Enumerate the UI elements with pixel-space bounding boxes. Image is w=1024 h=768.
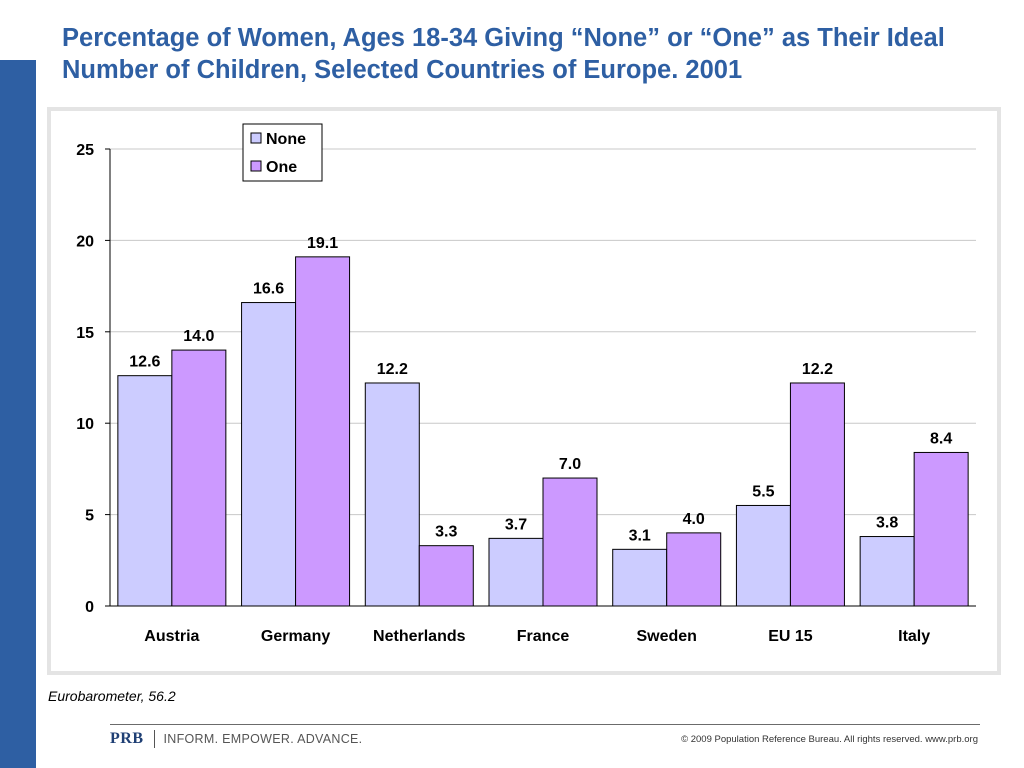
footer-tagline: INFORM. EMPOWER. ADVANCE. [163,732,363,746]
source-note: Eurobarometer, 56.2 [48,688,176,704]
footer-divider [110,724,980,725]
side-accent-bar [0,60,36,768]
slide-title: Percentage of Women, Ages 18-34 Giving “… [62,24,945,84]
footer-copyright: © 2009 Population Reference Bureau. All … [681,734,978,745]
chart-frame [47,107,1001,675]
footer-branding: PRB INFORM. EMPOWER. ADVANCE. [110,729,362,749]
prb-logo: PRB [110,730,144,747]
footer-separator [153,730,155,748]
